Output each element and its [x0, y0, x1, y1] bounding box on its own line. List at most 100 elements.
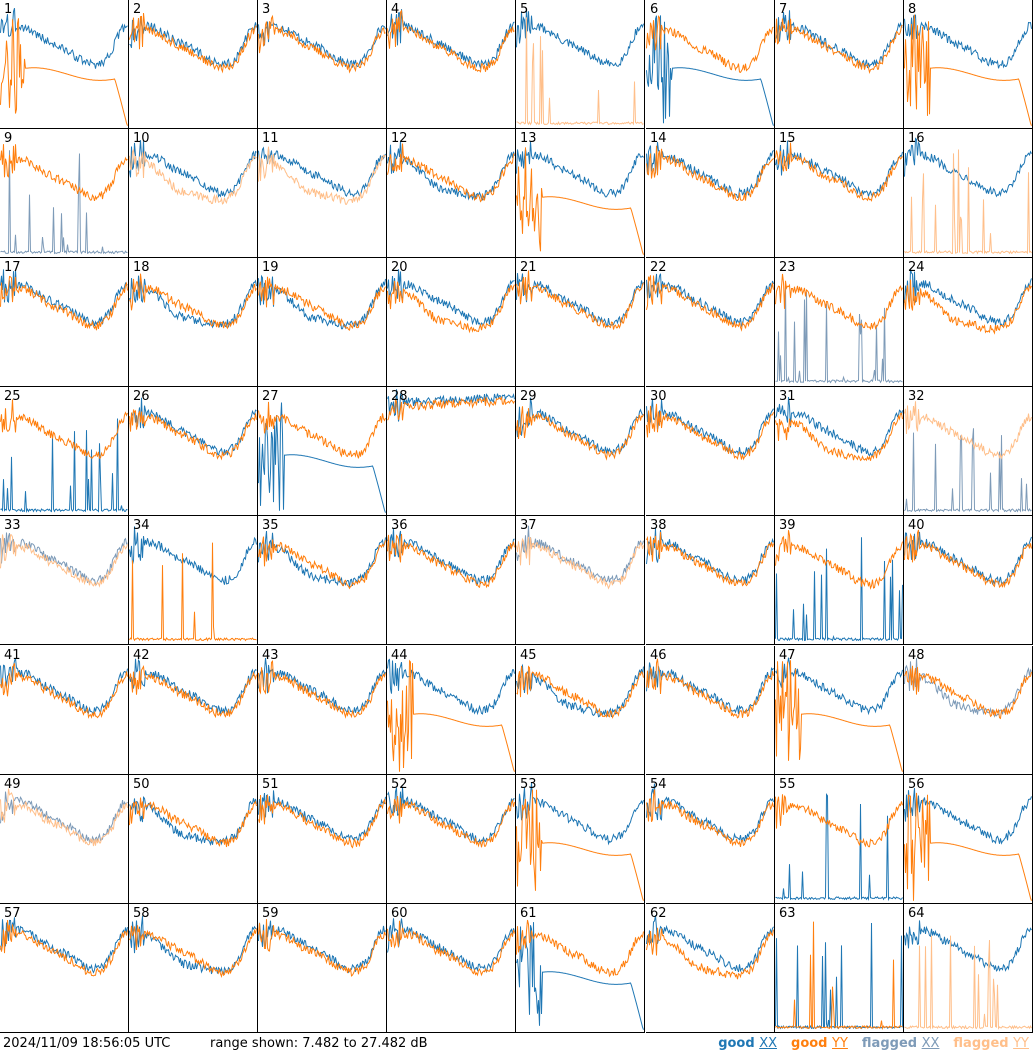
panel-number: 40	[908, 518, 925, 533]
panel-plot	[129, 796, 257, 848]
series-xx-line	[129, 140, 257, 198]
series-yy-line	[775, 18, 903, 75]
panel-number: 33	[4, 518, 21, 533]
panel-number: 4	[391, 2, 400, 17]
panel-plot	[387, 658, 515, 772]
panel: 27	[258, 387, 387, 516]
series-yy-line	[0, 144, 128, 202]
series-xx-line	[775, 396, 903, 457]
series-yy-line	[387, 280, 515, 334]
panel-plot	[516, 919, 644, 1030]
panel-number: 19	[262, 260, 279, 275]
legend-flagged-xx: flagged XX	[862, 1034, 940, 1053]
panel-number: 54	[650, 777, 667, 792]
panel-plot	[0, 788, 128, 847]
panel-number: 3	[262, 2, 271, 17]
series-yy-line	[775, 142, 903, 202]
panel: 61	[516, 904, 645, 1033]
panel-number: 43	[262, 648, 279, 663]
series-yy-line	[258, 14, 386, 74]
legend-good-yy: good YY	[791, 1034, 848, 1053]
series-yy-line	[0, 663, 128, 719]
panel-number: 39	[779, 518, 796, 533]
panel-plot	[516, 525, 644, 590]
panel-plot	[904, 269, 1032, 335]
panel-plot	[646, 915, 774, 980]
series-xx-line	[258, 920, 386, 974]
legend-key: YY	[1013, 1036, 1029, 1051]
series-yy-line	[0, 534, 128, 588]
series-yy-line	[129, 273, 257, 330]
panel-number: 12	[391, 131, 408, 146]
panel: 11	[258, 129, 387, 258]
series-yy-line	[516, 17, 644, 126]
panel-plot	[129, 273, 257, 330]
panel: 53	[516, 775, 645, 904]
series-yy-line	[904, 935, 1032, 1030]
series-xx-line	[646, 915, 774, 973]
panel-plot	[129, 526, 257, 642]
panel-plot	[387, 269, 515, 334]
panel-plot	[0, 7, 128, 126]
panel: 36	[387, 516, 516, 645]
series-xx-line	[258, 530, 386, 588]
panel: 58	[129, 904, 258, 1033]
range-label: range shown: 7.482 to 27.482 dB	[210, 1036, 428, 1051]
panel: 2	[129, 0, 258, 129]
panel-number: 55	[779, 777, 796, 792]
series-yy-line	[516, 919, 644, 978]
panel-number: 15	[779, 131, 796, 146]
series-yy-line	[387, 533, 515, 589]
series-xx-line	[0, 917, 128, 974]
series-yy-line	[646, 927, 774, 980]
series-yy-line	[258, 659, 386, 719]
legend-key: XX	[921, 1036, 940, 1051]
panel: 50	[129, 775, 258, 904]
series-xx-line	[387, 140, 515, 201]
panel: 15	[775, 129, 904, 258]
legend-flagged-yy: flagged YY	[953, 1034, 1029, 1053]
panel: 17	[0, 258, 129, 387]
panel: 20	[387, 258, 516, 387]
panel-plot	[904, 401, 1032, 513]
series-yy-line	[258, 276, 386, 331]
panel-plot	[775, 10, 903, 75]
panel: 26	[129, 387, 258, 516]
panel-plot	[129, 12, 257, 74]
panel-number: 53	[520, 777, 537, 792]
panel-plot	[258, 790, 386, 849]
series-yy-line	[646, 658, 774, 719]
series-xx-line	[258, 402, 386, 513]
panel-number: 38	[650, 518, 667, 533]
panel-plot	[516, 782, 644, 901]
panel-number: 42	[133, 648, 150, 663]
panel-number: 41	[4, 648, 21, 663]
panel: 55	[775, 775, 904, 904]
panel-plot	[129, 397, 257, 461]
panel-plot	[904, 658, 1032, 720]
series-xx-line	[775, 285, 903, 384]
series-yy-line	[516, 789, 644, 901]
panel-number: 28	[391, 389, 408, 404]
legend-key: YY	[832, 1036, 848, 1051]
panel-number: 10	[133, 131, 150, 146]
series-xx-line	[129, 397, 257, 456]
panel-number: 50	[133, 777, 150, 792]
panel-number: 59	[262, 906, 279, 921]
panel-plot	[0, 269, 128, 331]
series-xx-line	[646, 141, 774, 199]
legend-word: flagged	[953, 1036, 1009, 1051]
series-yy-line	[904, 792, 1032, 901]
panel-number: 34	[133, 518, 150, 533]
series-yy-line	[258, 919, 386, 977]
panel-plot	[387, 528, 515, 589]
panel: 10	[129, 129, 258, 258]
panel: 12	[387, 129, 516, 258]
panel: 6	[646, 0, 775, 129]
series-xx-line	[129, 275, 257, 329]
panel: 56	[904, 775, 1033, 904]
panel: 28	[387, 387, 516, 516]
panel: 54	[646, 775, 775, 904]
series-yy-line	[129, 797, 257, 848]
